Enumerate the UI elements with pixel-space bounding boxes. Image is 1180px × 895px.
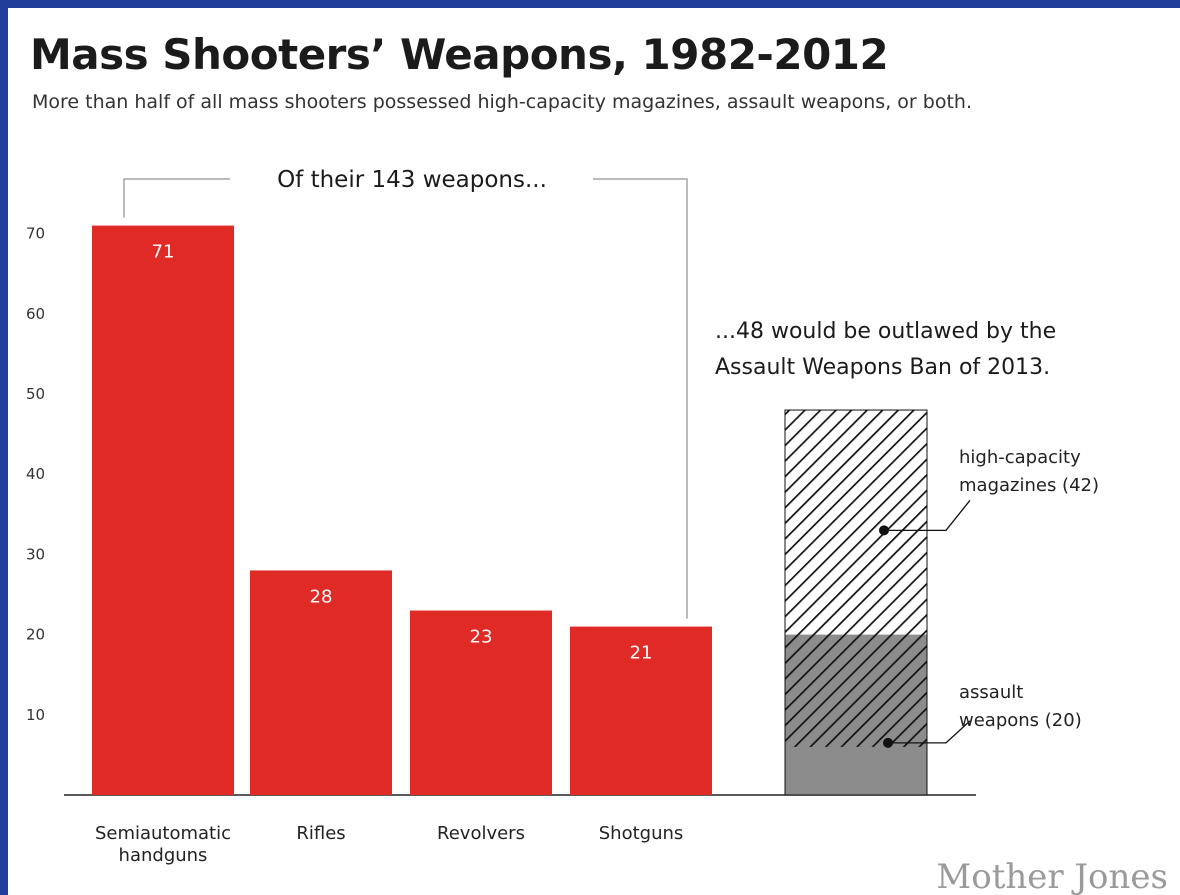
high-capacity-label: magazines (42) (959, 475, 1099, 496)
assault-weapons-label: weapons (20) (959, 710, 1082, 731)
bar-value-label: 28 (310, 586, 333, 607)
category-label: handguns (119, 845, 208, 866)
y-tick-label: 10 (26, 706, 45, 724)
y-tick-label: 30 (26, 545, 45, 563)
y-tick-label: 40 (26, 465, 45, 483)
assault-weapons-label: assault (959, 682, 1023, 703)
chart-title: Mass Shooters’ Weapons, 1982-2012 (30, 30, 889, 79)
outlawed-annotation: Assault Weapons Ban of 2013. (715, 355, 1050, 380)
chart-subtitle: More than half of all mass shooters poss… (32, 91, 972, 113)
category-label: Shotguns (599, 823, 684, 844)
assault-weapons-leader (888, 720, 971, 744)
bar (250, 570, 392, 795)
bracket-label: Of their 143 weapons... (277, 167, 547, 193)
y-tick-label: 70 (26, 225, 45, 243)
bar (410, 610, 552, 795)
bar-value-label: 71 (152, 242, 175, 263)
mother-jones-logo: Mother Jones (936, 857, 1168, 895)
category-label: Rifles (296, 823, 345, 844)
high-capacity-label: high-capacity (959, 447, 1081, 468)
high-capacity-leader (884, 499, 971, 531)
bar (92, 225, 234, 795)
y-tick-label: 20 (26, 626, 45, 644)
bar-value-label: 23 (470, 627, 493, 648)
bracket-left (123, 178, 230, 218)
bracket-right (593, 178, 688, 619)
y-tick-label: 50 (26, 385, 45, 403)
category-label: Semiautomatic (95, 823, 231, 844)
high-capacity-segment (785, 410, 927, 747)
chart-frame: Mass Shooters’ Weapons, 1982-2012 More t… (8, 8, 1180, 895)
outlawed-annotation: ...48 would be outlawed by the (715, 319, 1056, 344)
bar (570, 626, 712, 795)
y-tick-label: 60 (26, 305, 45, 323)
category-label: Revolvers (437, 823, 525, 844)
outlawed-bar-outline (784, 409, 928, 796)
bar-value-label: 21 (630, 643, 653, 664)
